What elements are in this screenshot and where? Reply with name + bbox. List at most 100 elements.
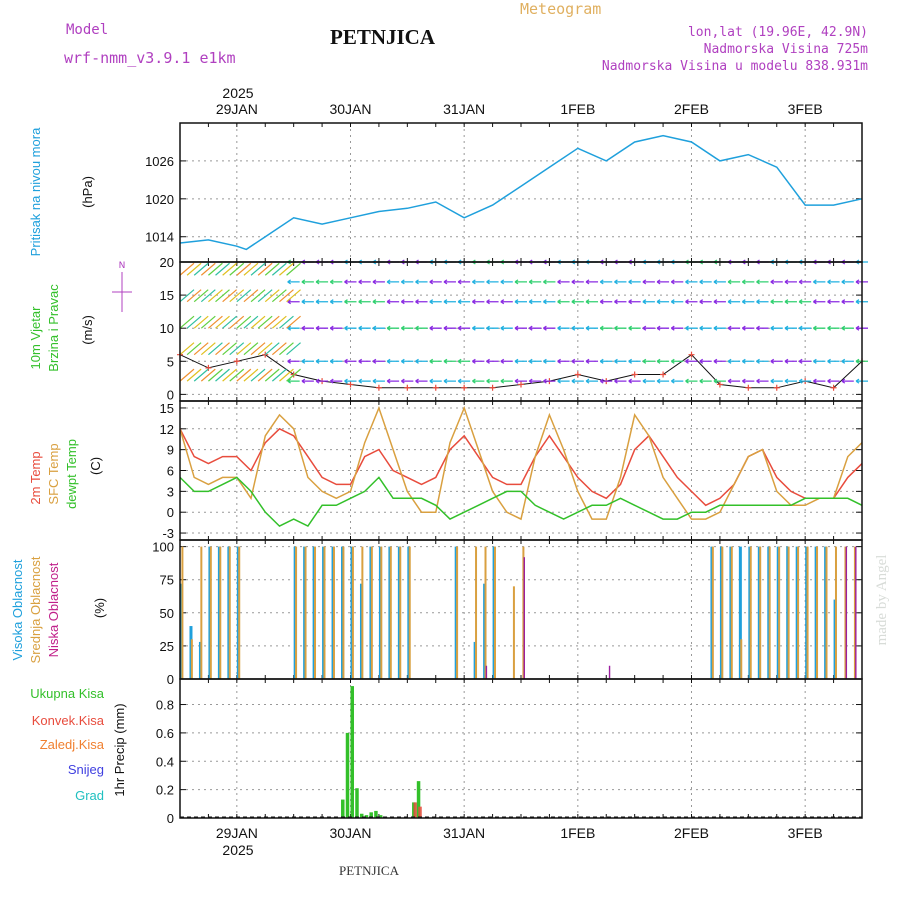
wind-barb bbox=[271, 315, 287, 329]
wind-barb bbox=[279, 368, 294, 382]
pressure-label: Pritisak na nivou mora bbox=[28, 127, 43, 256]
wind-arrow bbox=[841, 378, 854, 384]
wind-arrow bbox=[514, 299, 527, 305]
meteogram-title: Meteogram bbox=[520, 0, 601, 18]
pressure-unit: (hPa) bbox=[80, 176, 95, 208]
wind-arrow bbox=[372, 378, 385, 384]
wind-arrow bbox=[656, 358, 670, 364]
wind-speed-marker bbox=[205, 364, 212, 371]
y-tick-label: 20 bbox=[160, 255, 174, 270]
wind-speed-marker bbox=[262, 351, 269, 358]
mid-cloud-bar bbox=[711, 546, 714, 679]
day-label-bottom: 1FEB bbox=[560, 825, 595, 841]
wind-arrow bbox=[344, 279, 357, 285]
wind-barb bbox=[200, 368, 216, 382]
watermark: made by Angel bbox=[874, 555, 890, 646]
panel-frame bbox=[179, 678, 863, 819]
wind-arrow bbox=[656, 299, 670, 305]
wind-arrow bbox=[400, 325, 414, 331]
wind-label-2: Brzina i Pravac bbox=[46, 284, 61, 372]
wind-arrow bbox=[798, 358, 812, 364]
wind-arrow bbox=[599, 299, 613, 305]
wind-arrow bbox=[443, 299, 456, 305]
wind-arrow bbox=[756, 325, 769, 331]
wind-arrow bbox=[443, 279, 456, 285]
y-tick-label: 12 bbox=[160, 422, 174, 437]
wind-arrow bbox=[685, 279, 698, 285]
wind-arrow bbox=[315, 325, 329, 331]
wind-arrow bbox=[287, 378, 300, 384]
wind-arrow bbox=[756, 358, 769, 364]
y-tick-label: 0.4 bbox=[156, 754, 174, 769]
day-label-top: 30JAN bbox=[329, 101, 371, 117]
mid-cloud-bar bbox=[834, 546, 837, 679]
wind-arrow bbox=[670, 279, 684, 285]
mid-cloud-bar bbox=[806, 546, 809, 679]
wind-barb bbox=[243, 368, 259, 382]
wind-arrow bbox=[841, 279, 854, 285]
wind-arrow bbox=[599, 358, 613, 364]
wind-arrow bbox=[301, 299, 314, 305]
day-label-bottom: 29JAN bbox=[216, 825, 258, 841]
wind-arrow bbox=[543, 358, 556, 364]
wind-arrow bbox=[429, 299, 442, 305]
wind-arrow bbox=[741, 378, 755, 384]
sfc-temp-line bbox=[179, 405, 863, 521]
wind-arrow bbox=[457, 325, 471, 331]
mid-cloud-bar bbox=[399, 546, 402, 679]
wind-barb bbox=[286, 289, 301, 303]
wind-barb bbox=[271, 289, 287, 303]
wind-barb bbox=[250, 342, 266, 356]
mid-cloud-bar bbox=[238, 546, 241, 679]
wind-speed-marker bbox=[574, 371, 581, 378]
wind-arrow bbox=[429, 279, 442, 285]
wind-arrow bbox=[472, 279, 485, 285]
wind-barb bbox=[229, 289, 245, 303]
wind-arrow bbox=[386, 325, 400, 331]
wind-barb bbox=[229, 315, 245, 329]
conv-precip-bar bbox=[418, 806, 422, 818]
low-cloud-bar bbox=[523, 557, 525, 679]
wind-arrow bbox=[472, 299, 485, 305]
wind-arrow bbox=[557, 378, 570, 384]
wind-arrow bbox=[585, 358, 599, 364]
wind-barb bbox=[286, 315, 301, 329]
day-label-top: 2FEB bbox=[674, 101, 709, 117]
mid-cloud-bar bbox=[787, 546, 790, 679]
wind-barb bbox=[208, 315, 223, 329]
wind-arrow bbox=[486, 325, 499, 331]
wind-speed-marker bbox=[518, 381, 524, 388]
wind-arrow bbox=[528, 279, 542, 285]
wind-label-1: 10m Vjetar bbox=[28, 306, 43, 370]
mid-cloud-bar bbox=[721, 546, 724, 679]
wind-arrow bbox=[642, 325, 655, 331]
total-precip-bar bbox=[364, 815, 369, 818]
mid-cloud-bar bbox=[456, 546, 459, 679]
dewpt-line bbox=[179, 476, 863, 528]
wind-arrow bbox=[713, 279, 726, 285]
wind-barb bbox=[208, 342, 223, 356]
wind-arrow bbox=[557, 358, 570, 364]
cloud-unit: (%) bbox=[92, 598, 107, 618]
wind-arrow bbox=[472, 378, 485, 384]
wind-arrow bbox=[784, 325, 797, 331]
wind-barb bbox=[257, 368, 273, 382]
y-tick-label: 0 bbox=[167, 387, 174, 402]
wind-arrow bbox=[770, 299, 783, 305]
wind-arrow bbox=[727, 358, 741, 364]
y-tick-label: 0 bbox=[167, 811, 174, 826]
lonlat-text: lon,lat (19.96E, 42.9N) bbox=[688, 25, 868, 40]
y-tick-label: 0 bbox=[167, 505, 174, 520]
mid-cloud-bar bbox=[853, 546, 856, 679]
wind-arrow bbox=[741, 299, 755, 305]
wind-arrow bbox=[543, 279, 556, 285]
wind-barb bbox=[222, 315, 238, 329]
model-label: Model bbox=[66, 22, 108, 38]
wind-arrow bbox=[457, 279, 471, 285]
wind-speed-marker bbox=[745, 384, 752, 391]
wind-arrow bbox=[571, 325, 584, 331]
elevation-text: Nadmorska Visina 725m bbox=[704, 42, 869, 57]
wind-barb bbox=[271, 262, 287, 276]
wind-barb bbox=[229, 342, 245, 356]
